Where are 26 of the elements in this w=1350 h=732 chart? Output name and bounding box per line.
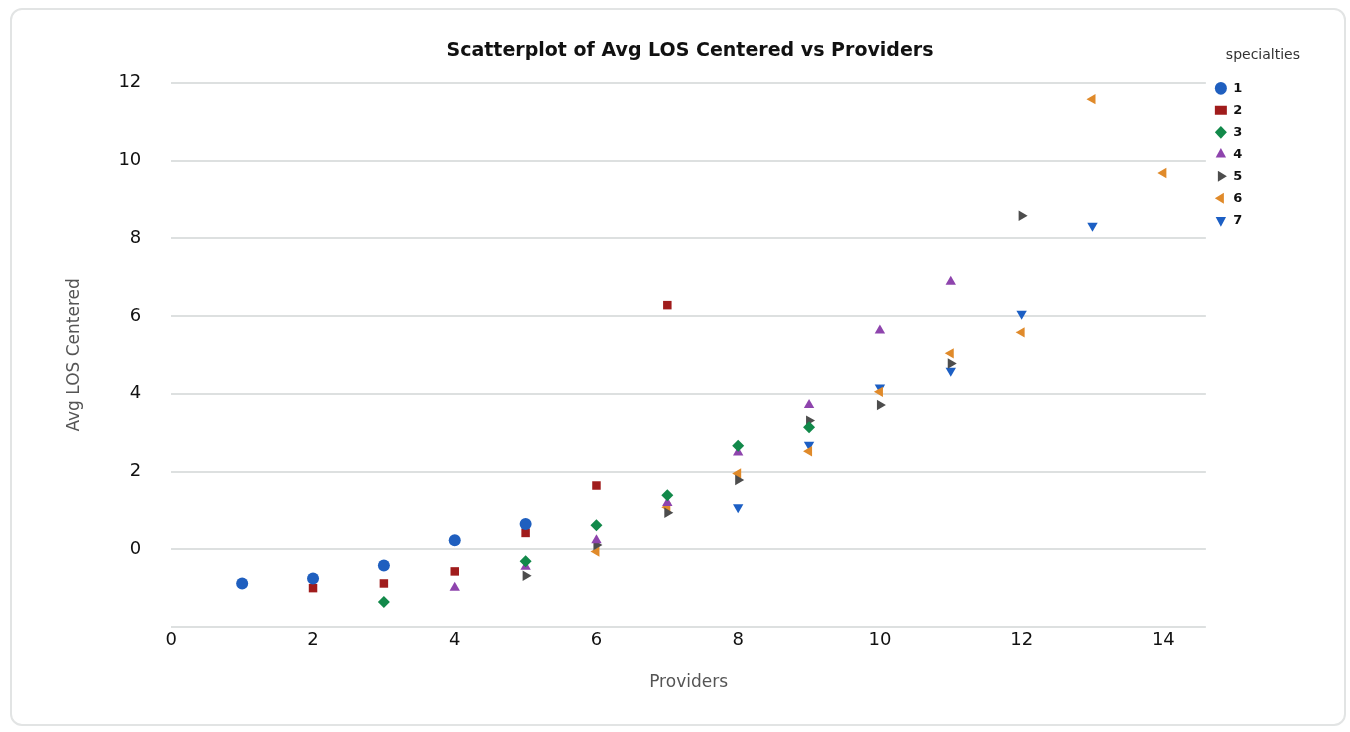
- x-tick-label: 2: [307, 628, 319, 650]
- x-tick-label: 4: [449, 628, 461, 650]
- y-tick-label: 12: [118, 70, 142, 92]
- y-tick-label: 0: [129, 536, 142, 558]
- legend-label: 3: [1233, 123, 1243, 139]
- y-tick-label: 10: [118, 148, 142, 170]
- x-tick-label: 0: [165, 628, 178, 650]
- y-tick-label: 8: [129, 225, 142, 247]
- legend-label: 4: [1233, 145, 1243, 161]
- x-tick-label: 12: [1010, 628, 1034, 650]
- legend-label: 7: [1233, 211, 1243, 227]
- x-tick-label: 10: [868, 628, 892, 650]
- chart-title: Scatterplot of Avg LOS Centered vs Providers: [446, 38, 934, 61]
- y-tick-label: 2: [129, 459, 142, 481]
- y-axis-title: Avg LOS Centered: [62, 278, 83, 432]
- legend-label: 5: [1233, 167, 1243, 183]
- legend-title: specialties: [1225, 45, 1300, 62]
- legend-label: 6: [1233, 189, 1243, 205]
- legend-label: 2: [1233, 101, 1243, 117]
- x-tick-label: 8: [732, 628, 744, 650]
- x-axis-title: Providers: [649, 671, 729, 692]
- y-tick-label: 6: [129, 303, 142, 325]
- legend-label: 1: [1233, 79, 1243, 95]
- x-tick-label: 14: [1151, 628, 1175, 650]
- x-tick-label: 6: [590, 628, 603, 650]
- y-tick-label: 4: [129, 381, 142, 403]
